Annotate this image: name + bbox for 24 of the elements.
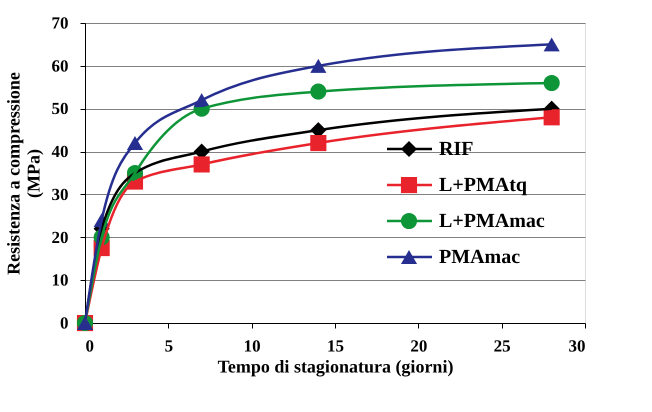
y-tick-label: 0 (60, 314, 68, 332)
legend-label: PMAmac (439, 246, 520, 268)
x-tick-label: 0 (86, 336, 94, 356)
x-tick-label: 15 (327, 336, 344, 356)
y-tick-label: 30 (52, 184, 68, 204)
legend-label: L+PMAtq (439, 174, 528, 196)
y-tick-label: 60 (52, 56, 68, 76)
y-tick-label: 10 (52, 270, 68, 290)
point (544, 74, 560, 92)
x-tick-label: 25 (494, 336, 511, 356)
legend-label: RIF (439, 138, 474, 160)
x-tick-label: 20 (410, 336, 428, 356)
x-tick-label: 30 (568, 336, 586, 356)
legend-label: L+PMAmac (439, 210, 545, 232)
point (544, 37, 560, 52)
x-tick-label: 10 (244, 336, 261, 356)
point (544, 109, 560, 126)
y-tick-label: 40 (52, 142, 68, 162)
y-tick-label: 50 (52, 99, 68, 118)
x-tick-label: 5 (164, 336, 174, 356)
y-tick-label: 70 (52, 14, 68, 32)
x-axis-title: Tempo di stagionatura (giorni) (218, 356, 454, 376)
y-axis-title: Resistenza a compressione (MPa) (4, 72, 44, 275)
y-tick-label: 20 (52, 228, 68, 247)
